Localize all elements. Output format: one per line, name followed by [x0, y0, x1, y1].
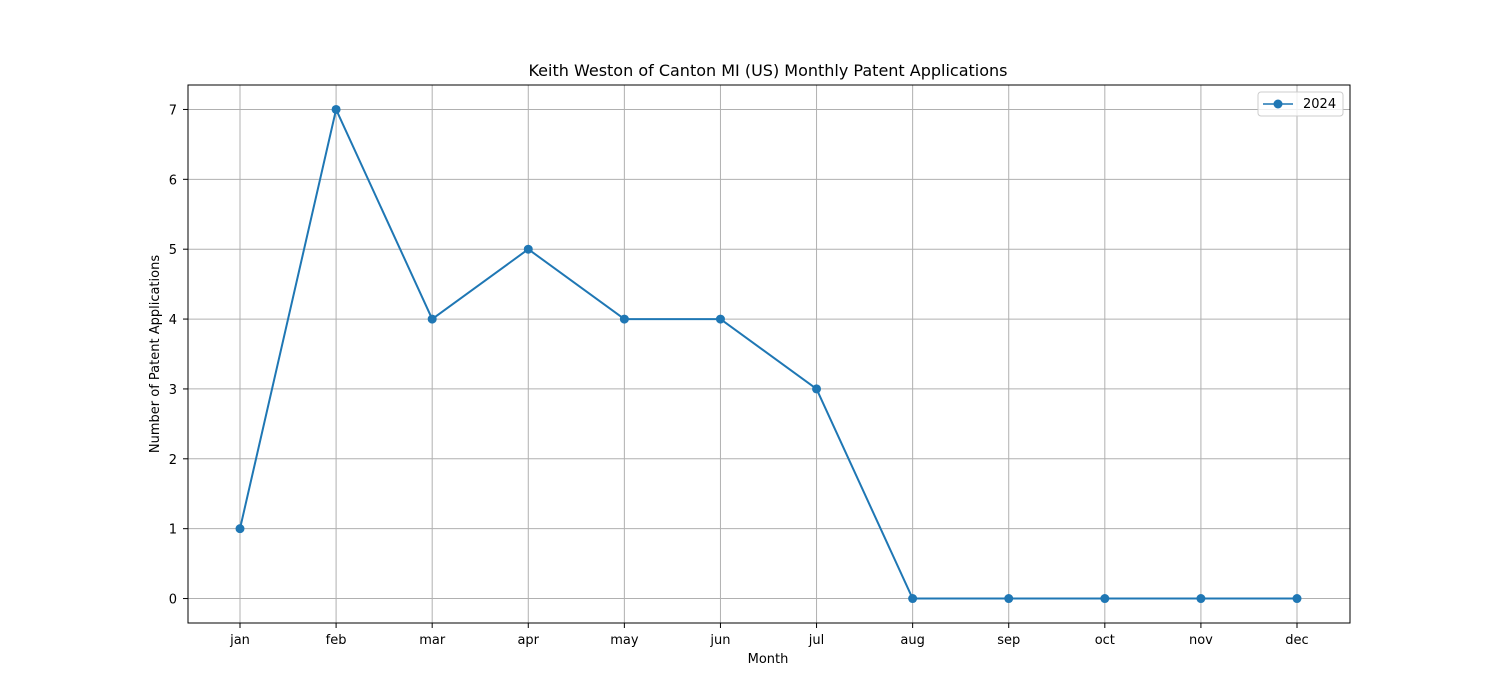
y-tick-label: 4 [169, 313, 177, 328]
y-tick-label: 7 [169, 103, 177, 118]
y-tick-label: 1 [169, 523, 177, 538]
y-tick-label: 0 [169, 593, 177, 608]
x-tick-label: may [610, 633, 639, 648]
x-tick-label: jul [808, 633, 824, 648]
x-axis-label: Month [748, 652, 789, 667]
data-point-feb [332, 105, 341, 114]
data-point-aug [908, 594, 917, 603]
x-tick-label: sep [997, 633, 1020, 648]
data-point-oct [1100, 594, 1109, 603]
y-axis-label: Number of Patent Applications [148, 255, 163, 453]
data-point-may [620, 315, 629, 324]
x-tick-label: jun [709, 633, 730, 648]
y-tick-label: 6 [169, 173, 177, 188]
plot-area [188, 85, 1350, 623]
data-point-sep [1004, 594, 1013, 603]
chart-title: Keith Weston of Canton MI (US) Monthly P… [528, 61, 1007, 80]
data-point-jan [236, 524, 245, 533]
data-point-jul [812, 384, 821, 393]
y-tick-label: 5 [169, 243, 177, 258]
legend: 2024 [1258, 92, 1343, 116]
x-tick-label: aug [900, 633, 924, 648]
data-point-jun [716, 315, 725, 324]
x-tick-label: nov [1189, 633, 1213, 648]
legend-series-label: 2024 [1303, 97, 1336, 112]
x-tick-label: apr [517, 633, 539, 648]
data-point-nov [1196, 594, 1205, 603]
x-tick-label: jan [229, 633, 250, 648]
x-tick-label: dec [1285, 633, 1308, 648]
x-tick-label: mar [419, 633, 446, 648]
x-tick-label: oct [1095, 633, 1115, 648]
y-tick-label: 3 [169, 383, 177, 398]
data-point-mar [428, 315, 437, 324]
x-tick-label: feb [326, 633, 347, 648]
data-point-apr [524, 245, 533, 254]
y-tick-label: 2 [169, 453, 177, 468]
legend-series-marker [1274, 100, 1283, 109]
data-point-dec [1293, 594, 1302, 603]
